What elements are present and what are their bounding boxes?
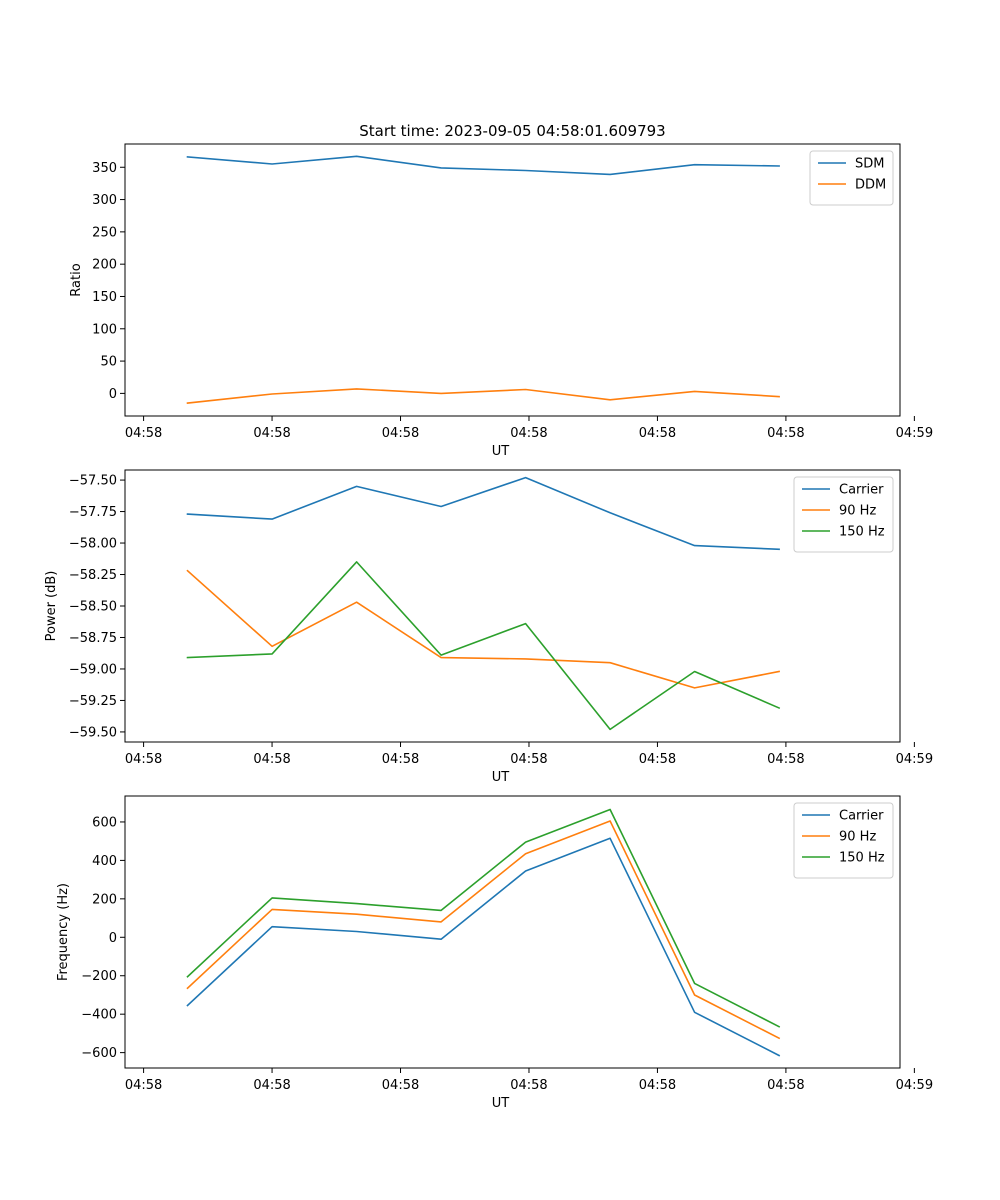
legend: SDM DDM — [809, 150, 894, 206]
y-tick-label: 600 — [92, 815, 117, 830]
series-line-carrier — [186, 476, 780, 551]
y-tick-label: 350 — [92, 161, 117, 176]
y-tick-label: 0 — [109, 931, 117, 946]
y-tick-label: −57.50 — [69, 474, 117, 489]
x-tick-label: 04:58 — [382, 426, 419, 441]
y-tick-label: 250 — [92, 225, 117, 240]
y-tick-label: 0 — [109, 387, 117, 402]
y-tick-label: −57.75 — [69, 505, 117, 520]
legend-label: Carrier — [839, 483, 884, 498]
y-tick-label: 200 — [92, 258, 117, 273]
legend-label: 150 Hz — [839, 851, 885, 866]
y-tick-label: 400 — [92, 854, 117, 869]
legend-label: Carrier — [839, 809, 884, 824]
y-axis-label: Frequency (Hz) — [56, 883, 71, 981]
y-tick-label: −200 — [81, 969, 117, 984]
chart-panel-1: Start time: 2023-09-05 04:58:01.609793 04… — [69, 122, 933, 459]
legend-label: DDM — [855, 178, 886, 193]
y-tick-label: 200 — [92, 892, 117, 907]
x-tick-label: 04:58 — [510, 752, 547, 767]
axes-frame — [124, 143, 901, 417]
y-tick-label: 300 — [92, 193, 117, 208]
chart-title: Start time: 2023-09-05 04:58:01.609793 — [359, 122, 665, 140]
x-tick-label: 04:58 — [253, 752, 290, 767]
y-tick-label: −58.25 — [69, 568, 117, 583]
x-tick-label: 04:58 — [767, 426, 804, 441]
x-tick-label: 04:58 — [382, 752, 419, 767]
y-axis-label: Ratio — [69, 263, 84, 296]
series-line-sdm — [186, 155, 780, 176]
y-axis-label: Power (dB) — [44, 571, 59, 642]
series-line-150-hz — [186, 808, 781, 1028]
legend: Carrier 90 Hz 150 Hz — [793, 476, 894, 553]
x-tick-label: 04:58 — [253, 426, 290, 441]
legend-label: SDM — [855, 157, 884, 172]
series-line-carrier — [186, 837, 781, 1057]
y-tick-label: 100 — [92, 322, 117, 337]
y-tick-label: −59.00 — [69, 662, 117, 677]
x-tick-label: 04:58 — [125, 426, 162, 441]
x-tick-label: 04:59 — [896, 752, 933, 767]
x-axis-label: UT — [492, 770, 510, 785]
x-tick-label: 04:58 — [767, 1078, 804, 1093]
x-tick-label: 04:58 — [125, 1078, 162, 1093]
legend-label: 150 Hz — [839, 525, 885, 540]
series-line-90-hz — [186, 569, 781, 689]
series-line-90-hz — [186, 820, 781, 1040]
y-tick-label: −58.75 — [69, 631, 117, 646]
axes-frame — [124, 469, 901, 743]
x-tick-label: 04:58 — [382, 1078, 419, 1093]
legend-label: 90 Hz — [839, 830, 876, 845]
x-tick-label: 04:58 — [639, 1078, 676, 1093]
x-tick-label: 04:59 — [896, 426, 933, 441]
series-line-150-hz — [186, 561, 781, 731]
y-tick-label: −59.50 — [69, 725, 117, 740]
legend-box — [793, 802, 894, 879]
y-tick-label: −400 — [81, 1008, 117, 1023]
x-axis-label: UT — [492, 444, 510, 459]
axes-frame — [124, 795, 901, 1069]
y-tick-label: 50 — [100, 355, 117, 370]
x-tick-label: 04:58 — [639, 426, 676, 441]
x-tick-label: 04:58 — [125, 752, 162, 767]
x-tick-label: 04:58 — [767, 752, 804, 767]
chart-panel-2: 04:58 04:58 04:58 04:58 04:58 04:58 04:59 UT −57… — [44, 469, 933, 785]
x-tick-label: 04:58 — [510, 426, 547, 441]
x-axis-label: UT — [492, 1096, 510, 1111]
legend: Carrier 90 Hz 150 Hz — [793, 802, 894, 879]
y-tick-label: −58.00 — [69, 537, 117, 552]
y-tick-label: −58.50 — [69, 600, 117, 615]
y-tick-label: 150 — [92, 290, 117, 305]
x-tick-label: 04:58 — [639, 752, 676, 767]
chart-panel-3: 04:58 04:58 04:58 04:58 04:58 04:58 04:59 UT −60… — [56, 795, 933, 1111]
y-tick-label: −59.25 — [69, 694, 117, 709]
x-tick-label: 04:58 — [510, 1078, 547, 1093]
x-tick-label: 04:59 — [896, 1078, 933, 1093]
series-line-ddm — [186, 388, 780, 404]
legend-box — [793, 476, 894, 553]
legend-box — [809, 150, 894, 206]
y-tick-label: −600 — [81, 1046, 117, 1061]
x-tick-label: 04:58 — [253, 1078, 290, 1093]
legend-label: 90 Hz — [839, 504, 876, 519]
